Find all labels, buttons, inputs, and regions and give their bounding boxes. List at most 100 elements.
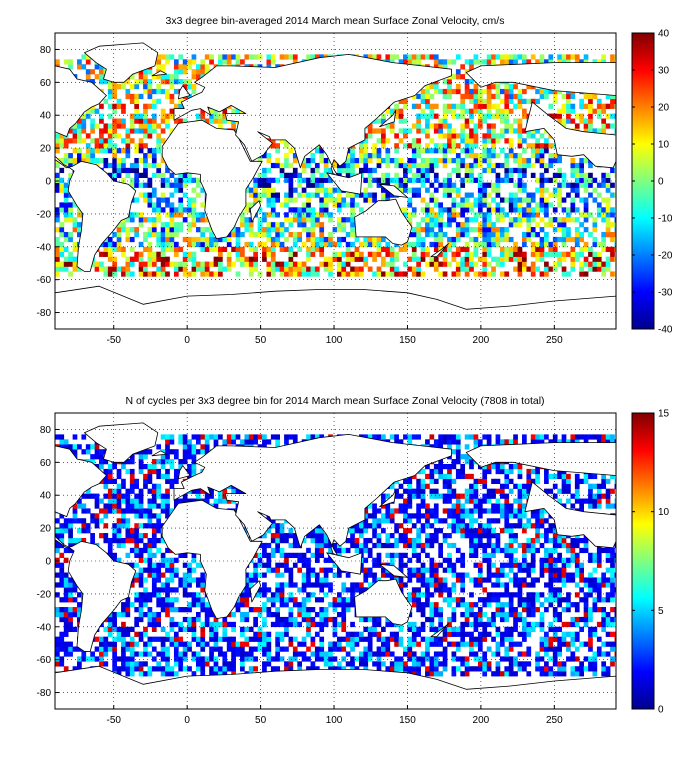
heatmap-cell xyxy=(504,89,509,94)
heatmap-cell xyxy=(293,197,298,202)
heatmap-cell xyxy=(200,114,205,119)
heatmap-cell xyxy=(117,489,122,494)
heatmap-cell xyxy=(456,84,461,89)
heatmap-cell xyxy=(117,133,122,138)
heatmap-cell xyxy=(112,479,117,484)
heatmap-cell xyxy=(346,257,351,262)
heatmap-cell xyxy=(139,252,144,257)
heatmap-cell xyxy=(275,148,280,153)
heatmap-cell xyxy=(425,143,430,148)
heatmap-cell xyxy=(59,528,64,533)
heatmap-cell xyxy=(258,183,263,188)
heatmap-cell xyxy=(487,138,492,143)
heatmap-cell xyxy=(134,563,139,568)
heatmap-cell xyxy=(222,267,227,272)
heatmap-cell xyxy=(68,622,73,627)
heatmap-cell xyxy=(447,89,452,94)
heatmap-cell xyxy=(518,212,523,217)
heatmap-cell xyxy=(526,207,531,212)
heatmap-cell xyxy=(601,267,606,272)
heatmap-cell xyxy=(214,637,219,642)
heatmap-cell xyxy=(359,242,364,247)
heatmap-cell xyxy=(165,582,170,587)
heatmap-cell xyxy=(385,148,390,153)
heatmap-cell xyxy=(258,232,263,237)
heatmap-cell xyxy=(421,237,426,242)
heatmap-cell xyxy=(328,242,333,247)
heatmap-cell xyxy=(64,158,69,163)
heatmap-cell xyxy=(355,252,360,257)
heatmap-cell xyxy=(139,499,144,504)
heatmap-cell xyxy=(187,212,192,217)
heatmap-cell xyxy=(103,99,108,104)
heatmap-cell xyxy=(328,257,333,262)
heatmap-cell xyxy=(306,212,311,217)
heatmap-cell xyxy=(443,119,448,124)
heatmap-cell xyxy=(275,242,280,247)
heatmap-cell xyxy=(601,173,606,178)
heatmap-cell xyxy=(509,222,514,227)
heatmap-cell xyxy=(183,434,188,439)
heatmap-cell xyxy=(165,474,170,479)
heatmap-cell xyxy=(139,568,144,573)
heatmap-cell xyxy=(139,637,144,642)
heatmap-cell xyxy=(588,173,593,178)
heatmap-cell xyxy=(535,188,540,193)
heatmap-cell xyxy=(306,252,311,257)
heatmap-cell xyxy=(421,94,426,99)
heatmap-cell xyxy=(103,163,108,168)
heatmap-cell xyxy=(174,183,179,188)
heatmap-cell xyxy=(306,217,311,222)
heatmap-cell xyxy=(161,247,166,252)
heatmap-cell xyxy=(170,227,175,232)
heatmap-cell xyxy=(244,227,249,232)
heatmap-cell xyxy=(434,197,439,202)
heatmap-cell xyxy=(363,168,368,173)
heatmap-cell xyxy=(170,232,175,237)
heatmap-cell xyxy=(108,469,113,474)
heatmap-cell xyxy=(236,54,241,59)
heatmap-cell xyxy=(130,642,135,647)
heatmap-cell xyxy=(522,217,527,222)
colorbar-tick-label: 0 xyxy=(658,177,664,188)
heatmap-cell xyxy=(324,188,329,193)
heatmap-cell xyxy=(557,173,562,178)
heatmap-cell xyxy=(443,163,448,168)
heatmap-cell xyxy=(192,651,197,656)
heatmap-cell xyxy=(377,119,382,124)
heatmap-cell xyxy=(496,84,501,89)
heatmap-cell xyxy=(125,257,130,262)
heatmap-cell xyxy=(403,99,408,104)
heatmap-cell xyxy=(130,484,135,489)
heatmap-cell xyxy=(170,114,175,119)
heatmap-cell xyxy=(500,252,505,257)
heatmap-cell xyxy=(253,193,258,198)
heatmap-cell xyxy=(478,212,483,217)
heatmap-cell xyxy=(156,202,161,207)
heatmap-cell xyxy=(174,104,179,109)
heatmap-cell xyxy=(218,257,223,262)
heatmap-cell xyxy=(337,252,342,257)
heatmap-cell xyxy=(161,267,166,272)
heatmap-cell xyxy=(606,227,611,232)
heatmap-cell xyxy=(125,671,130,676)
heatmap-cell xyxy=(421,242,426,247)
heatmap-cell xyxy=(540,193,545,198)
heatmap-cell xyxy=(460,163,465,168)
heatmap-cell xyxy=(55,267,60,272)
heatmap-cell xyxy=(68,617,73,622)
heatmap-cell xyxy=(434,202,439,207)
heatmap-cell xyxy=(588,114,593,119)
heatmap-cell xyxy=(77,138,82,143)
heatmap-cell xyxy=(143,577,148,582)
heatmap-cell xyxy=(465,168,470,173)
heatmap-cell xyxy=(152,666,157,671)
heatmap-cell xyxy=(275,197,280,202)
heatmap-cell xyxy=(482,89,487,94)
heatmap-cell xyxy=(143,671,148,676)
heatmap-cell xyxy=(236,227,241,232)
heatmap-cell xyxy=(513,252,518,257)
heatmap-cell xyxy=(73,597,78,602)
heatmap-cell xyxy=(575,232,580,237)
heatmap-cell xyxy=(337,197,342,202)
